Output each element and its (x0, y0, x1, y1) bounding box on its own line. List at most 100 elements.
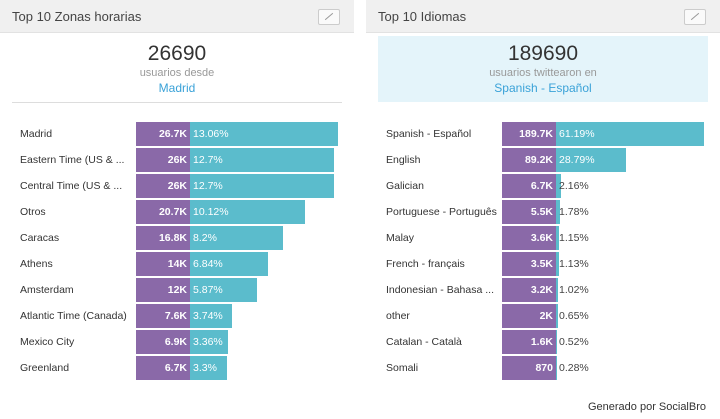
category-label: Indonesian - Bahasa ... (386, 284, 494, 296)
percent-label: 61.19% (559, 128, 595, 140)
row: Mexico City 6.9K 3.36% (0, 330, 354, 354)
percent-bar (556, 226, 559, 250)
percent-bar (190, 252, 268, 276)
percent-bar (556, 278, 559, 302)
category-label: Galician (386, 180, 424, 192)
percent-label: 1.13% (559, 258, 589, 270)
percent-label: 3.3% (193, 362, 217, 374)
percent-label: 12.7% (193, 180, 223, 192)
percent-bar (190, 122, 338, 146)
percent-label: 3.74% (193, 310, 223, 322)
category-label: Eastern Time (US & ... (20, 154, 125, 166)
category-label: Athens (20, 258, 53, 270)
row: Athens 14K 6.84% (0, 252, 354, 276)
count-bar: 7.6K (136, 304, 190, 328)
row: Otros 20.7K 10.12% (0, 200, 354, 224)
percent-bar (556, 304, 558, 328)
count-bar: 6.9K (136, 330, 190, 354)
summary: 189690 usuarios twittearon en Spanish - … (378, 36, 708, 102)
category-label: Madrid (20, 128, 53, 140)
total: 189690 (507, 42, 579, 65)
row: Spanish - Español 189.7K 61.19% (366, 122, 720, 146)
percent-label: 0.52% (559, 336, 589, 348)
row: Atlantic Time (Canada) 7.6K 3.74% (0, 304, 354, 328)
panel: Top 10 Zonas horarias 26690 usuarios des… (0, 0, 354, 395)
percent-bar (556, 122, 704, 146)
category-label: English (386, 154, 421, 166)
percent-bar (556, 330, 558, 354)
percent-label: 1.02% (559, 284, 589, 296)
percent-label: 0.65% (559, 310, 589, 322)
row: Catalan - Català 1.6K 0.52% (366, 330, 720, 354)
row: Indonesian - Bahasa ... 3.2K 1.02% (366, 278, 720, 302)
category-label: Mexico City (20, 336, 75, 348)
row: other 2K 0.65% (366, 304, 720, 328)
percent-bar (556, 356, 557, 380)
panel-header: Top 10 Idiomas (366, 0, 720, 33)
percent-label: 3.36% (193, 336, 223, 348)
footer: Generado por SocialBro (587, 401, 706, 413)
highlight: Madrid (158, 81, 196, 95)
row: Portuguese - Português 5.5K 1.78% (366, 200, 720, 224)
category-label: Central Time (US & ... (20, 180, 123, 192)
row: Eastern Time (US & ... 26K 12.7% (0, 148, 354, 172)
count-bar: 3.6K (502, 226, 556, 250)
summary: 26690 usuarios desde Madrid (12, 36, 342, 103)
percent-bar (556, 148, 626, 172)
row: English 89.2K 28.79% (366, 148, 720, 172)
total: 26690 (147, 42, 207, 65)
category-label: Malay (386, 232, 415, 244)
row: Madrid 26.7K 13.06% (0, 122, 354, 146)
percent-label: 2.16% (559, 180, 589, 192)
percent-bar (556, 200, 561, 224)
count-bar: 870 (502, 356, 556, 380)
count-bar: 6.7K (136, 356, 190, 380)
count-bar: 89.2K (502, 148, 556, 172)
row: French - français 3.5K 1.13% (366, 252, 720, 276)
row: Galician 6.7K 2.16% (366, 174, 720, 198)
category-label: Portuguese - Português (386, 206, 497, 218)
count-bar: 5.5K (502, 200, 556, 224)
category-label: other (386, 310, 410, 322)
count-bar: 20.7K (136, 200, 190, 224)
edit-button[interactable] (318, 9, 340, 25)
count-bar: 26.7K (136, 122, 190, 146)
percent-label: 28.79% (559, 154, 595, 166)
count-bar: 3.5K (502, 252, 556, 276)
percent-label: 13.06% (193, 128, 229, 140)
percent-label: 12.7% (193, 154, 223, 166)
percent-bar (190, 356, 228, 380)
category-label: Greenland (20, 362, 70, 374)
percent-label: 10.12% (193, 206, 229, 218)
category-label: Amsterdam (20, 284, 74, 296)
panel-header: Top 10 Zonas horarias (0, 0, 354, 33)
row: Amsterdam 12K 5.87% (0, 278, 354, 302)
panel-title: Top 10 Zonas horarias (12, 9, 142, 24)
category-label: Caracas (20, 232, 60, 244)
subtitle: usuarios twittearon en (489, 67, 597, 79)
edit-button[interactable] (684, 9, 706, 25)
count-bar: 2K (502, 304, 556, 328)
category-label: Somali (386, 362, 419, 374)
percent-label: 8.2% (193, 232, 217, 244)
percent-label: 6.84% (193, 258, 223, 270)
category-label: French - français (386, 258, 465, 270)
percent-bar (190, 278, 257, 302)
highlight: Spanish - Español (494, 81, 592, 95)
percent-bar (556, 252, 559, 276)
count-bar: 189.7K (502, 122, 556, 146)
panel: Top 10 Idiomas 189690 usuarios twittearo… (366, 0, 720, 395)
percent-label: 5.87% (193, 284, 223, 296)
percent-bar (190, 148, 334, 172)
count-bar: 26K (136, 174, 190, 198)
percent-label: 1.78% (559, 206, 589, 218)
percent-bar (190, 304, 233, 328)
category-label: Otros (20, 206, 46, 218)
row: Central Time (US & ... 26K 12.7% (0, 174, 354, 198)
count-bar: 16.8K (136, 226, 190, 250)
percent-bar (190, 330, 229, 354)
row: Caracas 16.8K 8.2% (0, 226, 354, 250)
panel-title: Top 10 Idiomas (378, 9, 467, 24)
percent-bar (190, 174, 334, 198)
count-bar: 3.2K (502, 278, 556, 302)
